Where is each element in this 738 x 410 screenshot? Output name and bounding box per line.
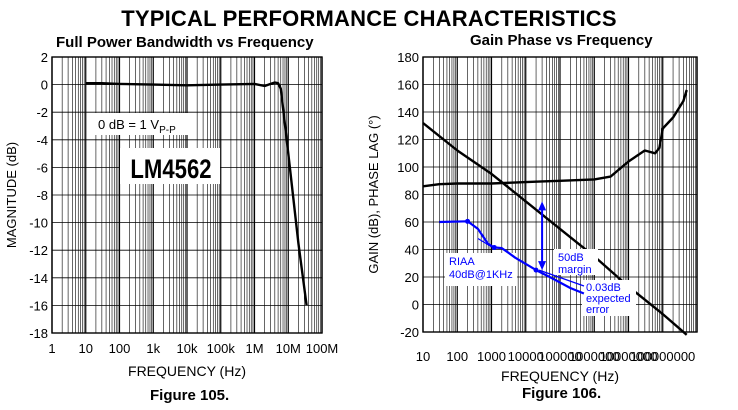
chart2-y-tick-label: 100: [397, 160, 419, 175]
chart1-x-tick-label: 10k: [177, 341, 198, 356]
chart2-riaa-pointer: [477, 237, 492, 248]
chart2-y-tick-label: 160: [397, 78, 419, 93]
chart2-riaa-marker: [533, 267, 539, 273]
chart1-y-tick-label: -6: [36, 160, 48, 175]
chart2-y-tick-label: 140: [397, 105, 419, 120]
chart1-y-axis-label: MAGNITUDE (dB): [4, 142, 19, 248]
chart2-error-label: 0.03dB: [586, 282, 621, 294]
chart2-x-axis-label: FREQUENCY (Hz): [501, 368, 619, 384]
chart2-y-tick-label: 0: [412, 298, 419, 313]
chart1-part-label: LM4562: [130, 155, 211, 185]
chart2-x-tick-label: 100000000: [630, 349, 695, 364]
chart2-riaa-line: [439, 220, 585, 295]
chart1-ref-annotation: 0 dB = 1 VP-P: [98, 117, 176, 136]
chart1-x-tick-label: 100: [109, 341, 131, 356]
chart2-margin-detail: margin: [558, 264, 592, 276]
chart2-riaa-box: [445, 253, 517, 286]
chart2-y-tick-label: 20: [405, 270, 419, 285]
chart2-y-tick-label: 120: [397, 133, 419, 148]
chart1-x-tick-label: 10M: [276, 341, 301, 356]
chart1-x-axis-label: FREQUENCY (Hz): [128, 363, 246, 379]
chart2-phase-line: [422, 89, 688, 188]
chart1-x-tick-label: 1M: [245, 341, 263, 356]
chart1-x-tick-label: 100M: [306, 341, 339, 356]
chart2-gain-line: [422, 122, 688, 336]
chart2-x-tick-label: 10: [416, 349, 430, 364]
chart2-x-tick-label: 1000: [477, 349, 506, 364]
chart2-y-tick-label: 40: [405, 243, 419, 258]
chart2-y-tick-label: 180: [397, 50, 419, 65]
chart1-y-tick-label: -4: [36, 133, 48, 148]
chart2-title: Gain Phase vs Frequency: [470, 32, 653, 49]
chart2-riaa-label: RIAA: [449, 256, 475, 268]
chart2-error-pointer: [538, 269, 585, 287]
chart1-y-tick-label: -14: [29, 271, 48, 286]
chart1-y-tick-label: 0: [41, 78, 48, 93]
chart2-margin-arrow-up: [538, 201, 547, 211]
chart1-y-tick-label: -12: [29, 243, 48, 258]
chart2-x-tick-label: 100: [446, 349, 468, 364]
chart1-y-tick-label: 2: [41, 50, 48, 65]
chart2-y-tick-label: 60: [405, 215, 419, 230]
chart1-x-tick-label: 1k: [146, 341, 160, 356]
chart1-x-tick-label: 10: [79, 341, 93, 356]
chart2-riaa-marker: [491, 244, 497, 250]
chart2-x-tick-label: 10000: [508, 349, 544, 364]
chart1-x-tick-label: 100k: [207, 341, 236, 356]
chart2-error-detail: expected: [586, 293, 631, 305]
chart1-y-tick-label: -8: [36, 188, 48, 203]
chart2-x-tick-label: 100000: [538, 349, 581, 364]
chart1-y-tick-label: -2: [36, 105, 48, 120]
chart1-series-line: [85, 81, 308, 306]
chart2-error-detail2: error: [586, 304, 610, 316]
chart2-riaa-detail: 40dB@1KHz: [449, 269, 513, 281]
chart1: 1 10 100 1k 10k 100k 1M 10M 100M 2 0 -2 -4 -6 -8 -10 -12…: [4, 50, 338, 379]
chart2-margin-label: 50dB: [558, 252, 584, 264]
chart2-plot-frame: [422, 56, 698, 333]
chart2-y-tick-label: -20: [400, 325, 419, 340]
chart2-y-tick-label: 80: [405, 188, 419, 203]
chart2-margin-arrow-down: [538, 261, 547, 271]
chart1-y-tick-label: -18: [29, 326, 48, 341]
chart1-plot-frame: [51, 56, 323, 334]
chart2-riaa-marker: [465, 218, 471, 224]
chart1-title: Full Power Bandwidth vs Frequency: [56, 34, 314, 51]
chart1-y-tick-label: -16: [29, 298, 48, 313]
chart2-y-axis-label: GAIN (dB), PHASE LAG (°): [366, 115, 381, 273]
figure-106-caption: Figure 106.: [522, 385, 602, 402]
chart2-margin-box: [554, 249, 598, 275]
chart2: 10 100 1000 1000010000010000001000000010000…: [366, 50, 698, 384]
page-title: TYPICAL PERFORMANCE CHARACTERISTICS: [121, 6, 617, 31]
chart1-y-tick-label: -10: [29, 216, 48, 231]
chart2-x-tick-label: 10000000: [600, 349, 658, 364]
chart2-error-box: [582, 280, 636, 316]
chart2-x-tick-label: 1000000: [569, 349, 620, 364]
chart1-part-box: [120, 148, 220, 184]
chart1-x-tick-label: 1: [48, 341, 55, 356]
figure-105-caption: Figure 105.: [150, 387, 230, 404]
chart1-ref-box: [92, 113, 192, 135]
chart1-ref-subscript: P-P: [159, 125, 176, 136]
